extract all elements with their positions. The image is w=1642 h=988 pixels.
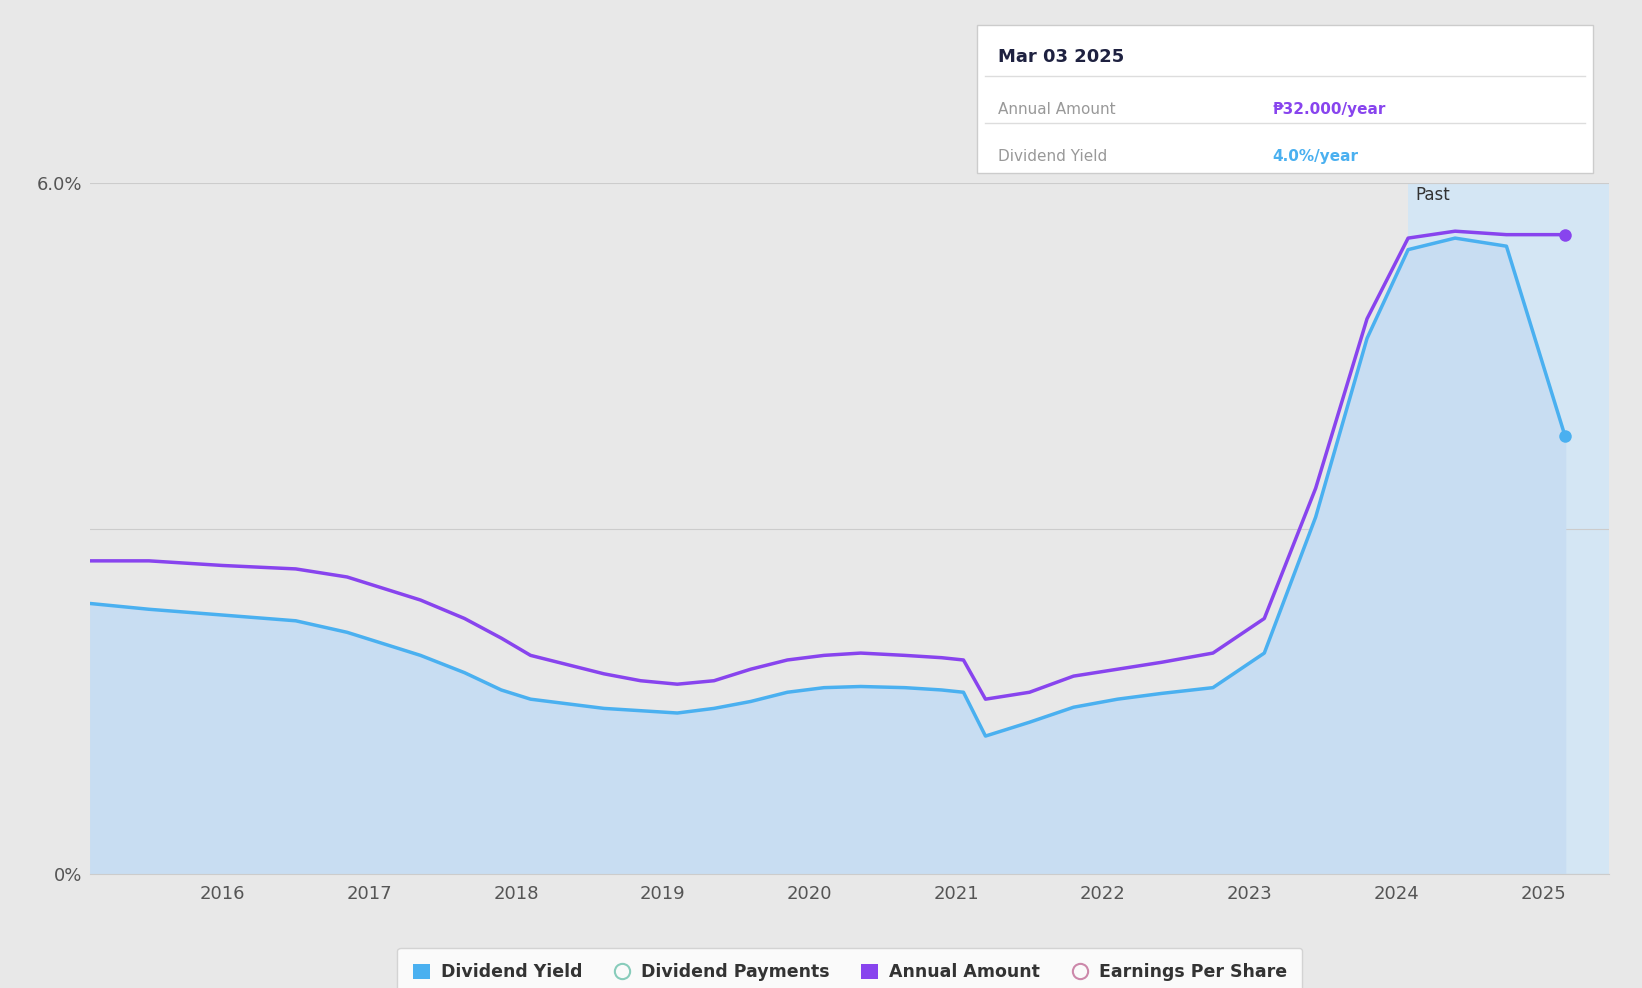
Legend: Dividend Yield, Dividend Payments, Annual Amount, Earnings Per Share: Dividend Yield, Dividend Payments, Annua… (397, 947, 1302, 988)
Text: 4.0%/year: 4.0%/year (1273, 149, 1358, 164)
Text: Dividend Yield: Dividend Yield (998, 149, 1108, 164)
Text: Annual Amount: Annual Amount (998, 102, 1117, 117)
Text: ₱32.000/year: ₱32.000/year (1273, 102, 1386, 117)
Bar (1409, 183, 1609, 874)
Text: Past: Past (1415, 187, 1450, 205)
Text: Mar 03 2025: Mar 03 2025 (998, 48, 1125, 66)
